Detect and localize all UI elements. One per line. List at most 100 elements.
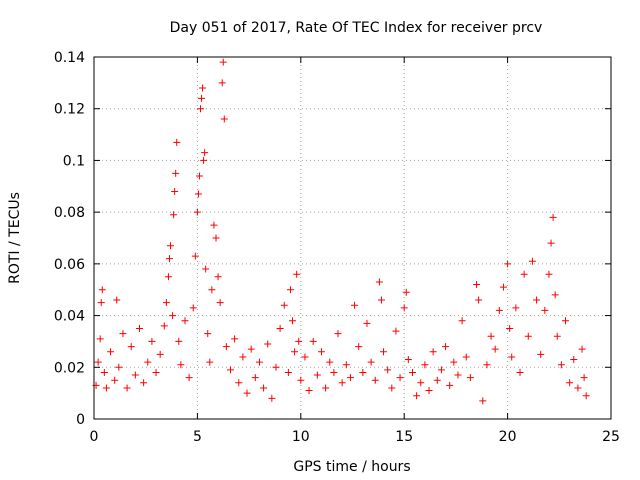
y-tick-label: 0.1 [63, 153, 85, 169]
data-point [181, 317, 189, 325]
y-tick-label: 0.06 [54, 257, 85, 273]
y-tick-label: 0.08 [54, 205, 85, 221]
data-point [152, 368, 160, 376]
y-axis-label: ROTI / TECUs [7, 192, 23, 284]
data-point [167, 242, 175, 250]
plot-frame [93, 56, 612, 420]
data-point [202, 265, 210, 273]
data-point [206, 358, 214, 366]
data-point [193, 208, 201, 216]
data-point [280, 301, 288, 309]
data-point [100, 368, 108, 376]
data-point [289, 317, 297, 325]
data-point [334, 330, 342, 338]
data-point [177, 361, 185, 369]
data-point [255, 358, 263, 366]
data-point [127, 343, 135, 351]
data-point [363, 319, 371, 327]
data-point [417, 379, 425, 387]
x-tick-label: 10 [292, 429, 310, 445]
data-point [135, 325, 143, 332]
data-point [580, 374, 588, 382]
data-point [582, 392, 590, 400]
x-tick-label: 15 [395, 429, 413, 445]
data-point [491, 345, 499, 353]
data-point [305, 387, 313, 395]
data-point [214, 273, 222, 281]
data-point [578, 345, 586, 353]
data-point [433, 376, 441, 384]
data-point [495, 306, 503, 314]
data-point [570, 356, 578, 364]
data-point [396, 374, 404, 382]
data-point [272, 363, 280, 371]
data-point [346, 374, 354, 382]
data-point [171, 187, 179, 195]
data-point [199, 84, 207, 92]
data-point [111, 376, 119, 384]
data-point [291, 348, 299, 356]
data-point [429, 348, 437, 356]
data-point [330, 368, 338, 376]
y-tick-label: 0.04 [54, 309, 85, 325]
data-point [140, 379, 148, 387]
data-point [547, 239, 555, 247]
data-point [367, 358, 375, 366]
data-point [562, 317, 570, 325]
data-point [574, 384, 582, 392]
data-point [309, 337, 317, 345]
data-point [195, 172, 203, 180]
data-point [191, 252, 199, 260]
data-point [160, 322, 168, 330]
tick-labels: 0 0.02 0.04 0.06 0.08 0.1 0.12 0.14 0 5 10 15 20 25 [54, 50, 620, 445]
data-point [247, 345, 255, 353]
data-point [194, 190, 202, 198]
data-point [113, 296, 121, 304]
data-point [218, 79, 226, 87]
data-point [483, 361, 491, 369]
data-point [545, 270, 553, 278]
data-point [96, 335, 104, 343]
data-point [524, 332, 532, 340]
data-point [162, 299, 170, 307]
data-point [421, 361, 429, 369]
data-point [164, 273, 172, 281]
data-point [351, 301, 359, 309]
data-point [165, 255, 173, 263]
data-point [442, 343, 450, 351]
data-point [506, 325, 514, 332]
data-point [425, 387, 433, 395]
data-point [413, 392, 421, 400]
data-point [235, 379, 243, 387]
data-point [243, 389, 251, 397]
data-point [437, 366, 445, 374]
data-point [566, 379, 574, 387]
x-tick-label: 25 [602, 429, 620, 445]
data-point [479, 397, 487, 405]
data-point [268, 394, 276, 402]
data-point [322, 384, 330, 392]
data-point [208, 286, 216, 294]
data-point [231, 335, 239, 343]
data-point [222, 343, 230, 351]
x-tick-label: 5 [193, 429, 202, 445]
data-point [173, 138, 181, 146]
x-tick-label: 0 [90, 429, 99, 445]
data-point [226, 366, 234, 374]
data-point [371, 376, 379, 384]
data-point [512, 304, 520, 312]
x-tick-label: 20 [499, 429, 517, 445]
y-tick-label: 0.12 [54, 102, 85, 118]
data-point [102, 384, 110, 392]
data-point [553, 332, 561, 340]
data-point [115, 363, 123, 371]
x-axis-label: GPS time / hours [293, 459, 410, 475]
data-point [210, 221, 218, 229]
data-point [375, 278, 383, 286]
data-point [342, 361, 350, 369]
data-point [216, 299, 224, 307]
data-point [198, 94, 206, 102]
data-point [475, 296, 483, 304]
data-point [533, 296, 541, 304]
data-point [286, 286, 294, 294]
